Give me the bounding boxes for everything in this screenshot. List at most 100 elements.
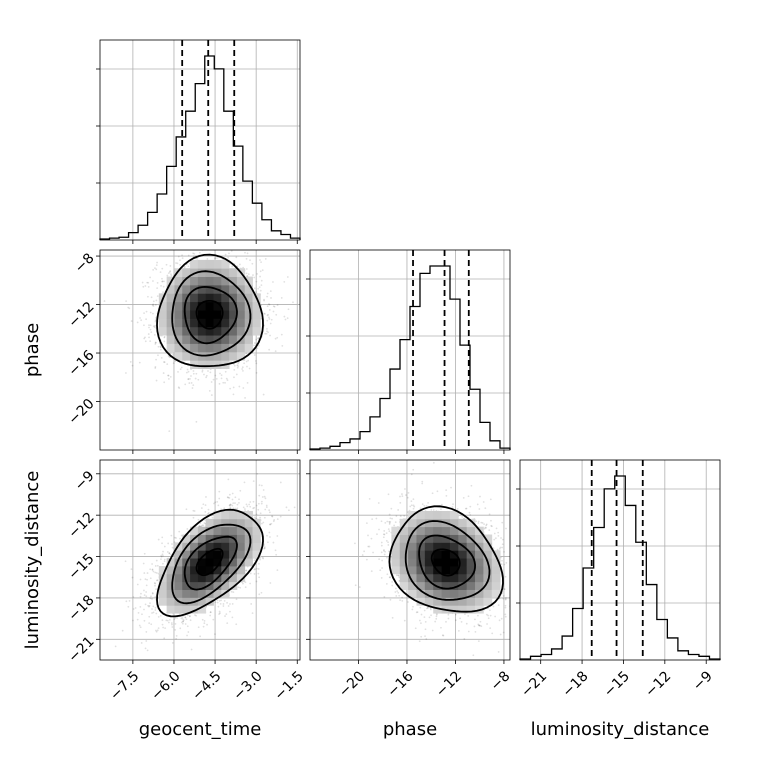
density-cell <box>190 268 199 278</box>
scatter-point <box>152 300 155 303</box>
scatter-point <box>163 558 166 561</box>
density-cell <box>221 276 230 286</box>
scatter-point <box>255 580 258 583</box>
scatter-point <box>263 312 265 315</box>
scatter-point <box>265 332 268 335</box>
density-cell <box>229 284 238 294</box>
scatter-point <box>150 296 153 299</box>
scatter-point <box>161 619 164 622</box>
scatter-point <box>265 504 268 507</box>
scatter-point <box>139 578 142 581</box>
scatter-point <box>267 313 270 316</box>
scatter-luminosity_distance-vs-geocent_time: −7.5 −6.0 −4.5 −3.0 −1.5−21−18−15−12−9 <box>65 459 307 704</box>
scatter-point <box>245 268 248 270</box>
scatter-point <box>219 612 221 615</box>
scatter-point <box>203 522 206 524</box>
scatter-point <box>268 531 271 534</box>
scatter-point <box>157 538 160 541</box>
scatter-point <box>224 370 227 373</box>
scatter-point <box>273 305 276 308</box>
scatter-point <box>167 374 169 377</box>
scatter-point <box>180 621 183 624</box>
scatter-point <box>163 637 166 640</box>
scatter-point <box>169 271 171 273</box>
scatter-point <box>156 295 159 298</box>
scatter-point <box>281 344 284 347</box>
scatter-point <box>148 605 150 608</box>
scatter-point <box>182 620 184 623</box>
scatter-point <box>239 263 241 266</box>
scatter-point <box>231 492 234 495</box>
scatter-point <box>179 263 182 266</box>
scatter-point <box>237 365 240 368</box>
scatter-point <box>222 603 225 605</box>
scatter-point <box>196 257 199 260</box>
scatter-point <box>257 508 260 511</box>
scatter-point <box>130 320 133 322</box>
scatter-point <box>157 354 159 357</box>
scatter-point <box>162 626 165 629</box>
scatter-point <box>162 372 165 374</box>
density-cell <box>197 310 207 319</box>
scatter-point <box>154 582 157 585</box>
scatter-point <box>258 593 261 596</box>
scatter-point <box>255 371 258 374</box>
scatter-point <box>246 505 249 508</box>
scatter-point <box>236 503 239 506</box>
scatter-point <box>216 256 219 259</box>
density-cell <box>205 276 214 286</box>
scatter-point <box>230 250 233 252</box>
histogram-geocent_time <box>96 39 301 244</box>
scatter-point <box>259 259 261 261</box>
density-cell <box>236 310 246 319</box>
x-tick-label: −21 <box>518 668 550 700</box>
scatter-point <box>232 591 235 594</box>
scatter-point <box>209 614 212 617</box>
scatter-point <box>174 628 177 631</box>
scatter-point <box>227 235 229 237</box>
density-cell <box>158 326 168 336</box>
density-cell <box>213 276 222 286</box>
scatter-point <box>280 297 283 299</box>
scatter-point <box>235 623 238 626</box>
scatter-point <box>179 237 181 239</box>
density-cell <box>221 343 230 353</box>
scatter-point <box>136 321 139 324</box>
scatter-point <box>168 552 171 555</box>
scatter-point <box>226 622 229 624</box>
scatter-point <box>154 341 157 344</box>
scatter-point <box>175 637 178 640</box>
scatter-point <box>173 536 176 539</box>
scatter-point <box>243 481 246 484</box>
scatter-point <box>195 614 198 617</box>
scatter-point <box>148 604 151 607</box>
scatter-point <box>215 377 218 380</box>
scatter-point <box>144 336 146 339</box>
scatter-point <box>257 337 260 339</box>
scatter-point <box>203 619 206 622</box>
scatter-point <box>185 618 188 621</box>
density-cell <box>197 259 207 269</box>
density-cell <box>236 276 246 286</box>
scatter-point <box>154 267 156 270</box>
scatter-point <box>177 255 180 258</box>
scatter-point <box>147 333 150 335</box>
density-cell <box>190 293 199 303</box>
density-cell <box>197 343 207 353</box>
scatter-point <box>218 610 221 613</box>
scatter-point <box>228 504 231 507</box>
scatter-point <box>199 635 202 638</box>
scatter-point <box>170 273 172 276</box>
scatter-point <box>151 608 153 610</box>
scatter-point <box>157 615 160 618</box>
scatter-point <box>235 256 238 259</box>
scatter-point <box>178 387 181 389</box>
scatter-point <box>187 370 190 373</box>
scatter-point <box>163 361 166 364</box>
scatter-point <box>144 285 147 287</box>
density-cell <box>205 259 214 269</box>
scatter-point <box>143 572 146 574</box>
scatter-point <box>190 375 192 377</box>
scatter-point <box>202 503 205 506</box>
scatter-point <box>130 568 133 571</box>
